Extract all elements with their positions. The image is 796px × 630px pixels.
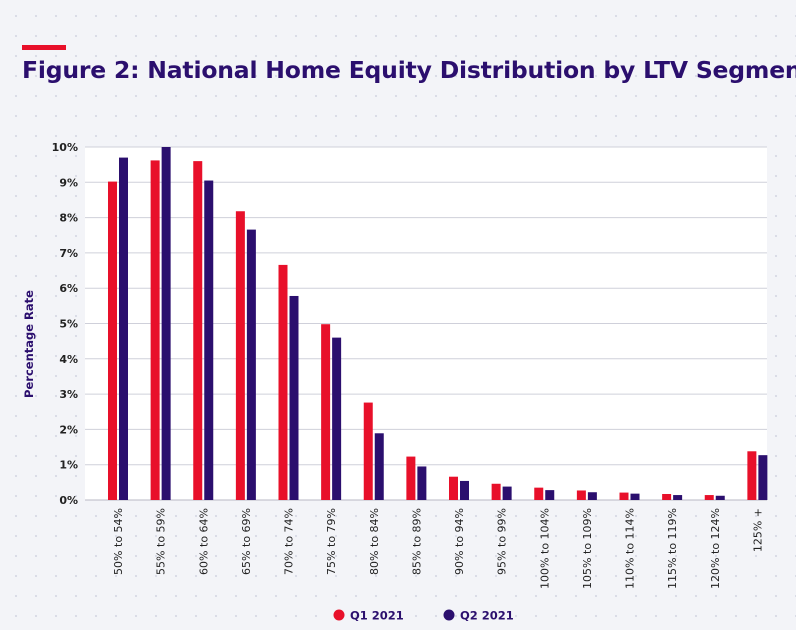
bars: [108, 147, 768, 501]
bar-q2: [460, 480, 469, 500]
y-tick-label: 8%: [59, 212, 78, 225]
bar-q2: [673, 495, 683, 500]
bar-q1: [363, 402, 373, 500]
legend: Q1 2021 Q2 2021: [333, 609, 514, 623]
bar-q1: [449, 476, 458, 500]
y-tick-label: 5%: [59, 318, 78, 331]
bar-q2: [289, 295, 299, 500]
legend-marker-q1: [333, 609, 345, 621]
x-axis-ticks: 50% to 54% 55% to 59% 60% to 64% 65% to 69%…: [112, 508, 764, 589]
y-tick-label: 3%: [59, 388, 78, 401]
bar-q2: [246, 229, 256, 501]
x-tick-label: 65% to 69%: [240, 508, 253, 575]
x-tick-label: 50% to 54%: [112, 508, 125, 575]
bar-q1: [193, 161, 203, 500]
y-tick-label: 10%: [52, 141, 78, 154]
legend-label-q1: Q1 2021: [350, 609, 404, 623]
y-tick-label: 1%: [59, 459, 78, 472]
bar-q1: [747, 451, 757, 500]
legend-label-q2: Q2 2021: [460, 609, 514, 623]
legend-marker-q2: [443, 609, 455, 621]
y-axis-ticks: 0% 1% 2% 3% 4% 5% 6% 7% 8% 9% 10%: [52, 141, 78, 507]
bar-q2: [715, 495, 725, 500]
bar-q2: [119, 157, 128, 500]
bar-q2: [545, 490, 555, 500]
bar-q2: [204, 180, 214, 500]
bar-q1: [576, 490, 586, 500]
bar-q1: [619, 492, 629, 500]
bar-q1: [235, 211, 245, 500]
bar-q2: [502, 486, 512, 500]
bar-q1: [704, 495, 714, 500]
x-tick-label: 105% to 109%: [581, 508, 594, 589]
x-tick-label: 80% to 84%: [368, 508, 381, 575]
x-tick-label: 110% to 114%: [624, 508, 637, 589]
y-tick-label: 9%: [59, 176, 78, 189]
y-tick-label: 7%: [59, 247, 78, 260]
y-tick-label: 0%: [59, 494, 78, 507]
bar-q1: [108, 181, 117, 500]
bar-q1: [321, 324, 331, 500]
x-tick-label: 60% to 64%: [197, 508, 210, 575]
bar-q2: [758, 455, 768, 500]
bar-q1: [278, 264, 288, 500]
x-tick-label: 55% to 59%: [155, 508, 168, 575]
bar-q2: [332, 337, 342, 500]
x-tick-label: 70% to 74%: [283, 508, 296, 575]
y-axis-label: Percentage Rate: [22, 290, 36, 398]
bar-q2: [417, 466, 427, 500]
chart-title: Figure 2: National Home Equity Distribut…: [22, 56, 796, 84]
y-tick-label: 4%: [59, 353, 78, 366]
bar-q2: [630, 493, 640, 500]
bar-q1: [150, 160, 160, 500]
x-tick-label: 95% to 99%: [496, 508, 509, 575]
x-tick-label: 115% to 119%: [666, 508, 679, 589]
x-tick-label: 100% to 104%: [538, 508, 551, 589]
bar-q2: [161, 147, 171, 500]
bar-q1: [491, 483, 501, 500]
y-tick-label: 2%: [59, 423, 78, 436]
x-tick-label: 85% to 89%: [410, 508, 423, 575]
title-accent-bar: [22, 45, 66, 50]
x-tick-label: 75% to 79%: [325, 508, 338, 575]
bar-q1: [406, 456, 416, 500]
bar-q1: [662, 493, 672, 500]
bar-q2: [587, 492, 597, 500]
bar-q2: [374, 433, 384, 500]
x-tick-label: 90% to 94%: [453, 508, 466, 575]
y-tick-label: 6%: [59, 282, 78, 295]
bar-q1: [534, 487, 544, 500]
x-tick-label: 120% to 124%: [709, 508, 722, 589]
x-tick-label: 125% +: [751, 508, 764, 552]
